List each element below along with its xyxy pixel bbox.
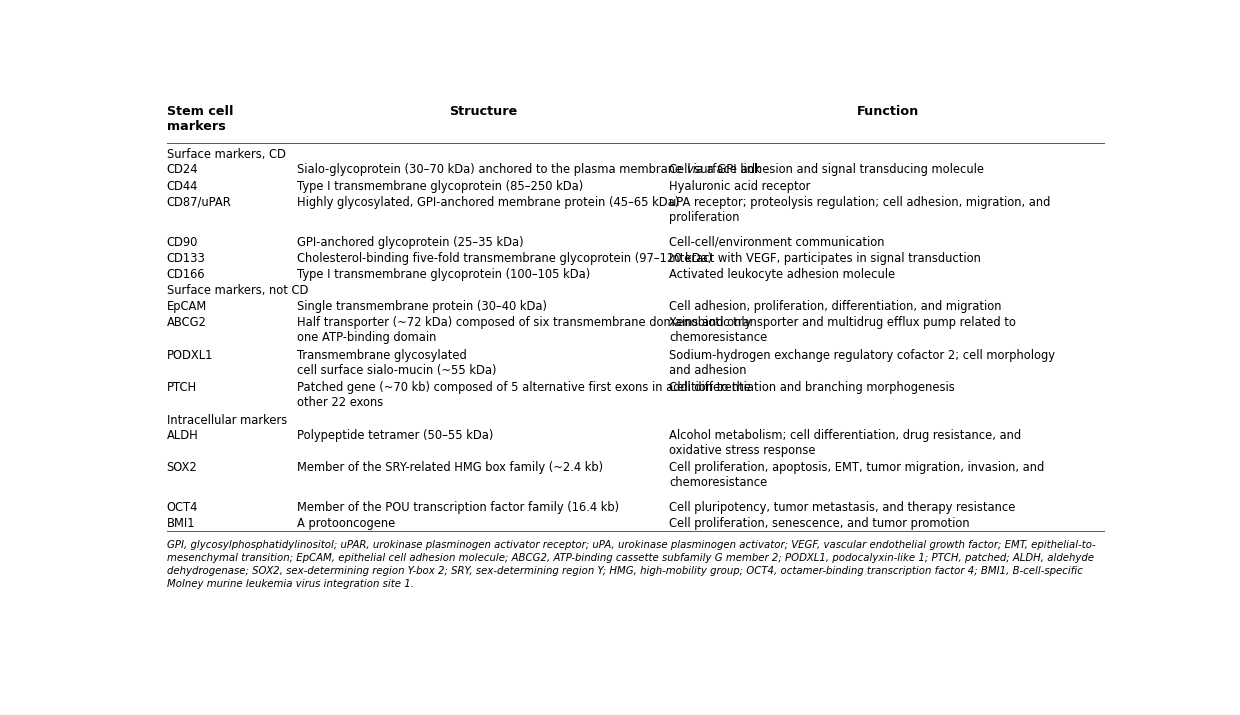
Text: CD44: CD44 bbox=[166, 179, 198, 192]
Text: Stem cell
markers: Stem cell markers bbox=[166, 105, 233, 133]
Text: Sialo-glycoprotein (30–70 kDa) anchored to the plasma membrane: Sialo-glycoprotein (30–70 kDa) anchored … bbox=[298, 164, 686, 177]
Text: ABCG2: ABCG2 bbox=[166, 316, 206, 329]
Text: Intracellular markers: Intracellular markers bbox=[166, 413, 286, 427]
Text: Function: Function bbox=[857, 105, 919, 118]
Text: Transmembrane glycosylated
cell surface sialo-mucin (~55 kDa): Transmembrane glycosylated cell surface … bbox=[298, 349, 497, 377]
Text: Cell adhesion, proliferation, differentiation, and migration: Cell adhesion, proliferation, differenti… bbox=[670, 300, 1002, 313]
Text: Cell proliferation, apoptosis, EMT, tumor migration, invasion, and
chemoresistan: Cell proliferation, apoptosis, EMT, tumo… bbox=[670, 461, 1044, 490]
Text: Alcohol metabolism; cell differentiation, drug resistance, and
oxidative stress : Alcohol metabolism; cell differentiation… bbox=[670, 429, 1022, 457]
Text: Half transporter (~72 kDa) composed of six transmembrane domains and only
one AT: Half transporter (~72 kDa) composed of s… bbox=[298, 316, 751, 344]
Text: PTCH: PTCH bbox=[166, 381, 197, 394]
Text: Member of the SRY-related HMG box family (~2.4 kb): Member of the SRY-related HMG box family… bbox=[298, 461, 604, 475]
Text: Xenobiotic transporter and multidrug efflux pump related to
chemoresistance: Xenobiotic transporter and multidrug eff… bbox=[670, 316, 1016, 344]
Text: Polypeptide tetramer (50–55 kDa): Polypeptide tetramer (50–55 kDa) bbox=[298, 429, 494, 442]
Text: Cell pluripotency, tumor metastasis, and therapy resistance: Cell pluripotency, tumor metastasis, and… bbox=[670, 501, 1016, 514]
Text: Structure: Structure bbox=[449, 105, 517, 118]
Text: EpCAM: EpCAM bbox=[166, 300, 207, 313]
Text: via: via bbox=[686, 164, 703, 177]
Text: CD133: CD133 bbox=[166, 252, 206, 265]
Text: Type I transmembrane glycoprotein (100–105 kDa): Type I transmembrane glycoprotein (100–1… bbox=[298, 268, 590, 281]
Text: Activated leukocyte adhesion molecule: Activated leukocyte adhesion molecule bbox=[670, 268, 895, 281]
Text: Patched gene (~70 kb) composed of 5 alternative first exons in addition to the
o: Patched gene (~70 kb) composed of 5 alte… bbox=[298, 381, 751, 409]
Text: Interact with VEGF, participates in signal transduction: Interact with VEGF, participates in sign… bbox=[670, 252, 981, 265]
Text: CD90: CD90 bbox=[166, 236, 198, 249]
Text: Surface markers, not CD: Surface markers, not CD bbox=[166, 285, 308, 297]
Text: Highly glycosylated, GPI-anchored membrane protein (45–65 kDa): Highly glycosylated, GPI-anchored membra… bbox=[298, 196, 680, 209]
Text: CD166: CD166 bbox=[166, 268, 205, 281]
Text: GPI, glycosylphosphatidylinositol; uPAR, urokinase plasminogen activator recepto: GPI, glycosylphosphatidylinositol; uPAR,… bbox=[166, 541, 1095, 588]
Text: OCT4: OCT4 bbox=[166, 501, 198, 514]
Text: Cell surface adhesion and signal transducing molecule: Cell surface adhesion and signal transdu… bbox=[670, 164, 985, 177]
Text: Hyaluronic acid receptor: Hyaluronic acid receptor bbox=[670, 179, 811, 192]
Text: CD87/uPAR: CD87/uPAR bbox=[166, 196, 232, 209]
Text: Cholesterol-binding five-fold transmembrane glycoprotein (97–120 kDa): Cholesterol-binding five-fold transmembr… bbox=[298, 252, 713, 265]
Text: Cell differentiation and branching morphogenesis: Cell differentiation and branching morph… bbox=[670, 381, 955, 394]
Text: Cell proliferation, senescence, and tumor promotion: Cell proliferation, senescence, and tumo… bbox=[670, 518, 970, 531]
Text: PODXL1: PODXL1 bbox=[166, 349, 213, 362]
Text: Sodium-hydrogen exchange regulatory cofactor 2; cell morphology
and adhesion: Sodium-hydrogen exchange regulatory cofa… bbox=[670, 349, 1055, 377]
Text: CD24: CD24 bbox=[166, 164, 198, 177]
Text: BMI1: BMI1 bbox=[166, 518, 195, 531]
Text: a GPI link: a GPI link bbox=[703, 164, 760, 177]
Text: ALDH: ALDH bbox=[166, 429, 198, 442]
Text: SOX2: SOX2 bbox=[166, 461, 197, 475]
Text: Single transmembrane protein (30–40 kDa): Single transmembrane protein (30–40 kDa) bbox=[298, 300, 547, 313]
Text: Surface markers, CD: Surface markers, CD bbox=[166, 148, 285, 161]
Text: Member of the POU transcription factor family (16.4 kb): Member of the POU transcription factor f… bbox=[298, 501, 619, 514]
Text: Type I transmembrane glycoprotein (85–250 kDa): Type I transmembrane glycoprotein (85–25… bbox=[298, 179, 584, 192]
Text: uPA receptor; proteolysis regulation; cell adhesion, migration, and
proliferatio: uPA receptor; proteolysis regulation; ce… bbox=[670, 196, 1050, 224]
Text: GPI-anchored glycoprotein (25–35 kDa): GPI-anchored glycoprotein (25–35 kDa) bbox=[298, 236, 523, 249]
Text: Cell-cell/environment communication: Cell-cell/environment communication bbox=[670, 236, 884, 249]
Text: A protooncogene: A protooncogene bbox=[298, 518, 396, 531]
